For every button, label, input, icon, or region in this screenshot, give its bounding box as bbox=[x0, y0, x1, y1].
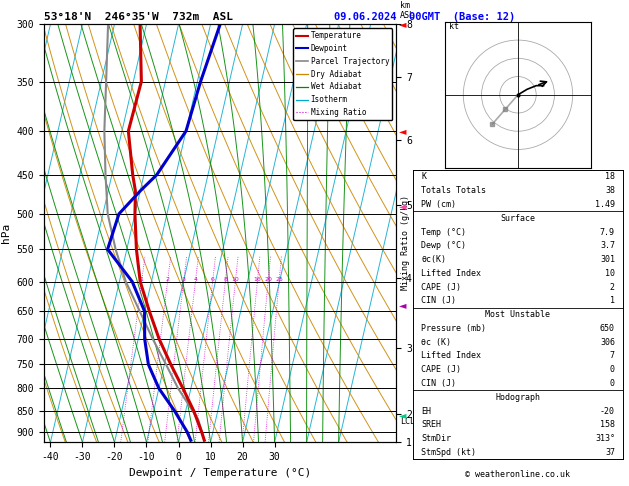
Text: © weatheronline.co.uk: © weatheronline.co.uk bbox=[465, 469, 569, 479]
Text: Most Unstable: Most Unstable bbox=[486, 310, 550, 319]
Text: 650: 650 bbox=[600, 324, 615, 333]
Text: CAPE (J): CAPE (J) bbox=[421, 365, 461, 374]
Text: 2: 2 bbox=[165, 277, 170, 281]
Text: CAPE (J): CAPE (J) bbox=[421, 283, 461, 292]
Text: 20: 20 bbox=[264, 277, 272, 281]
Y-axis label: hPa: hPa bbox=[1, 223, 11, 243]
Text: SREH: SREH bbox=[421, 420, 441, 429]
Text: 301: 301 bbox=[600, 255, 615, 264]
Text: 7.9: 7.9 bbox=[600, 227, 615, 237]
Text: 313°: 313° bbox=[595, 434, 615, 443]
Text: 16: 16 bbox=[253, 277, 261, 281]
Text: K: K bbox=[421, 173, 426, 181]
Text: θc(K): θc(K) bbox=[421, 255, 446, 264]
Text: 8: 8 bbox=[223, 277, 227, 281]
Text: 53°18'N  246°35'W  732m  ASL: 53°18'N 246°35'W 732m ASL bbox=[44, 12, 233, 22]
Text: ◄: ◄ bbox=[399, 201, 407, 211]
Text: ◄: ◄ bbox=[399, 300, 407, 311]
Text: 1: 1 bbox=[140, 277, 143, 281]
Text: 38: 38 bbox=[605, 186, 615, 195]
Text: Hodograph: Hodograph bbox=[496, 393, 540, 402]
Text: LCL: LCL bbox=[400, 417, 415, 426]
Text: -20: -20 bbox=[600, 407, 615, 416]
Text: Surface: Surface bbox=[501, 214, 535, 223]
Text: km
ASL: km ASL bbox=[400, 0, 415, 20]
X-axis label: Dewpoint / Temperature (°C): Dewpoint / Temperature (°C) bbox=[129, 468, 311, 478]
Text: ◄: ◄ bbox=[399, 19, 407, 29]
Text: Lifted Index: Lifted Index bbox=[421, 351, 481, 361]
Text: StmSpd (kt): StmSpd (kt) bbox=[421, 448, 476, 457]
Text: 09.06.2024  00GMT  (Base: 12): 09.06.2024 00GMT (Base: 12) bbox=[334, 12, 515, 22]
Text: 1.49: 1.49 bbox=[595, 200, 615, 209]
Text: 10: 10 bbox=[605, 269, 615, 278]
Text: 25: 25 bbox=[275, 277, 283, 281]
Text: 6: 6 bbox=[211, 277, 214, 281]
Text: 3.7: 3.7 bbox=[600, 242, 615, 250]
Text: θc (K): θc (K) bbox=[421, 338, 451, 347]
Text: EH: EH bbox=[421, 407, 431, 416]
Text: 1: 1 bbox=[610, 296, 615, 305]
Text: 0: 0 bbox=[610, 379, 615, 388]
Text: Temp (°C): Temp (°C) bbox=[421, 227, 466, 237]
Text: StmDir: StmDir bbox=[421, 434, 451, 443]
Text: PW (cm): PW (cm) bbox=[421, 200, 456, 209]
Text: 306: 306 bbox=[600, 338, 615, 347]
Text: kt: kt bbox=[448, 22, 459, 31]
Text: Pressure (mb): Pressure (mb) bbox=[421, 324, 486, 333]
Text: 158: 158 bbox=[600, 420, 615, 429]
Text: CIN (J): CIN (J) bbox=[421, 379, 456, 388]
Text: 7: 7 bbox=[610, 351, 615, 361]
Text: 4: 4 bbox=[193, 277, 198, 281]
Legend: Temperature, Dewpoint, Parcel Trajectory, Dry Adiabat, Wet Adiabat, Isotherm, Mi: Temperature, Dewpoint, Parcel Trajectory… bbox=[293, 28, 392, 120]
Text: CIN (J): CIN (J) bbox=[421, 296, 456, 305]
Text: ◄: ◄ bbox=[399, 126, 407, 136]
Text: 0: 0 bbox=[610, 365, 615, 374]
Text: 10: 10 bbox=[231, 277, 239, 281]
Text: Dewp (°C): Dewp (°C) bbox=[421, 242, 466, 250]
Text: Mixing Ratio (g/kg): Mixing Ratio (g/kg) bbox=[401, 195, 410, 291]
Text: Totals Totals: Totals Totals bbox=[421, 186, 486, 195]
Text: 2: 2 bbox=[610, 283, 615, 292]
Text: 18: 18 bbox=[605, 173, 615, 181]
Text: Lifted Index: Lifted Index bbox=[421, 269, 481, 278]
Text: 37: 37 bbox=[605, 448, 615, 457]
Text: 3: 3 bbox=[182, 277, 186, 281]
Text: ◄: ◄ bbox=[399, 410, 407, 420]
